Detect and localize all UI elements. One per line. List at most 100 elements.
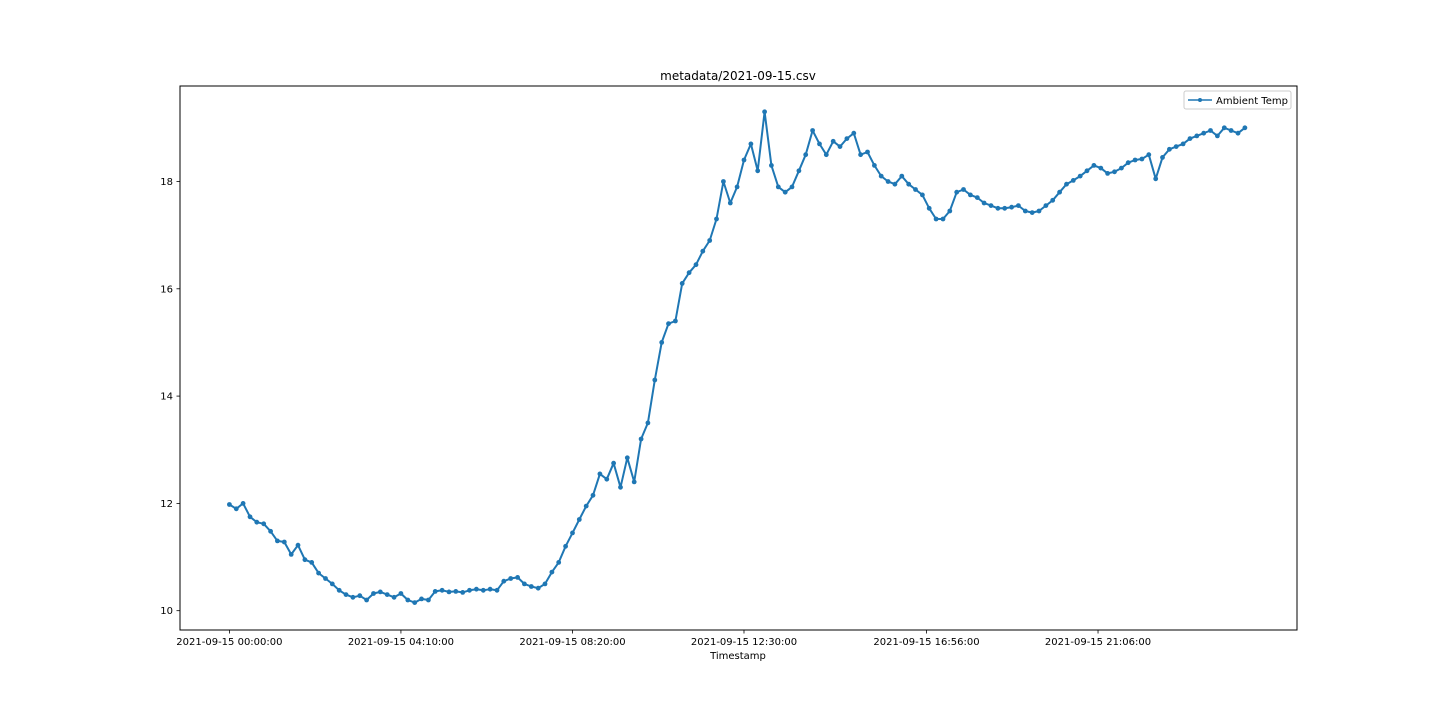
data-point — [309, 560, 315, 565]
data-point — [1022, 208, 1028, 214]
data-point — [316, 570, 321, 576]
data-point — [384, 592, 390, 597]
data-point — [837, 144, 843, 150]
data-point — [1132, 157, 1138, 163]
data-point — [981, 200, 987, 206]
data-point — [1119, 165, 1124, 171]
data-point — [480, 587, 486, 593]
data-point — [432, 589, 438, 594]
data-point — [803, 152, 809, 158]
y-tick-label: 10 — [160, 606, 173, 617]
data-point — [721, 179, 726, 184]
data-point — [700, 248, 706, 254]
data-point — [364, 597, 369, 603]
data-point — [604, 476, 610, 482]
data-point — [1221, 125, 1227, 131]
data-point — [693, 262, 699, 268]
y-axis: 10 12 14 16 18 — [160, 177, 180, 617]
data-point — [858, 152, 863, 158]
data-point — [878, 173, 884, 179]
data-point — [275, 538, 280, 544]
data-point — [412, 600, 418, 605]
data-point — [323, 576, 328, 581]
data-point — [1098, 165, 1104, 171]
series-ambient-temp — [227, 109, 1248, 605]
data-point — [920, 192, 925, 198]
data-point — [1215, 133, 1220, 139]
data-point — [1036, 208, 1042, 214]
data-point — [336, 587, 342, 593]
legend: Ambient Temp — [1183, 90, 1292, 110]
data-point — [583, 503, 589, 509]
x-tick-label: 2021-09-15 00:00:00 — [176, 637, 282, 648]
data-point — [906, 181, 912, 187]
data-point — [590, 492, 596, 498]
data-point — [618, 484, 623, 490]
data-point — [563, 543, 568, 549]
data-point — [535, 585, 541, 591]
data-point — [1016, 203, 1021, 209]
x-axis-label: Timestamp — [709, 651, 766, 662]
data-point — [247, 514, 253, 520]
data-point — [233, 506, 239, 512]
data-point — [968, 192, 973, 198]
data-point — [1228, 128, 1234, 133]
data-point — [913, 187, 918, 192]
data-point — [556, 560, 562, 565]
x-tick-label: 2021-09-15 04:10:00 — [348, 637, 454, 648]
data-point — [611, 460, 616, 466]
data-point — [515, 575, 520, 580]
data-point — [467, 587, 472, 593]
data-point — [1029, 210, 1035, 216]
x-tick-label: 2021-09-15 21:06:00 — [1045, 637, 1151, 648]
data-point — [1180, 141, 1186, 147]
data-point — [885, 179, 891, 184]
data-point — [1002, 205, 1008, 211]
data-point — [727, 200, 733, 206]
data-point — [350, 594, 356, 600]
data-point — [240, 501, 246, 506]
data-point — [1194, 133, 1200, 139]
data-point — [926, 205, 932, 211]
data-point — [1139, 156, 1145, 162]
x-tick-label: 2021-09-15 16:56:00 — [873, 637, 979, 648]
data-point — [1043, 203, 1049, 209]
data-point — [1070, 178, 1076, 183]
data-point — [851, 130, 857, 136]
data-point — [961, 187, 966, 192]
data-point — [329, 581, 335, 587]
legend-marker-swatch — [1198, 98, 1202, 102]
data-point — [570, 530, 575, 536]
data-point — [1160, 155, 1165, 160]
data-point — [796, 168, 802, 174]
chart-title: metadata/2021-09-15.csv — [660, 69, 816, 83]
data-point — [501, 578, 507, 584]
data-point — [1167, 146, 1172, 152]
data-point — [762, 109, 767, 115]
data-point — [542, 581, 548, 587]
legend-label-ambient-temp: Ambient Temp — [1216, 96, 1288, 107]
data-point — [1064, 181, 1069, 187]
data-point — [775, 184, 781, 190]
data-point — [405, 597, 411, 603]
x-tick-label: 2021-09-15 12:30:00 — [691, 637, 797, 648]
data-point — [1242, 125, 1248, 131]
data-point — [988, 203, 994, 209]
data-point — [1201, 130, 1207, 136]
y-tick-label: 14 — [160, 392, 173, 403]
data-point — [1146, 152, 1152, 158]
data-point — [817, 141, 822, 147]
legend-box — [1183, 90, 1292, 110]
data-point — [755, 168, 761, 174]
data-point — [624, 455, 630, 461]
data-point — [261, 521, 267, 527]
data-point — [947, 208, 953, 214]
data-point — [357, 593, 363, 599]
data-point — [398, 591, 404, 596]
data-point — [391, 594, 397, 600]
y-tick-label: 18 — [160, 177, 173, 188]
data-point — [748, 141, 754, 147]
